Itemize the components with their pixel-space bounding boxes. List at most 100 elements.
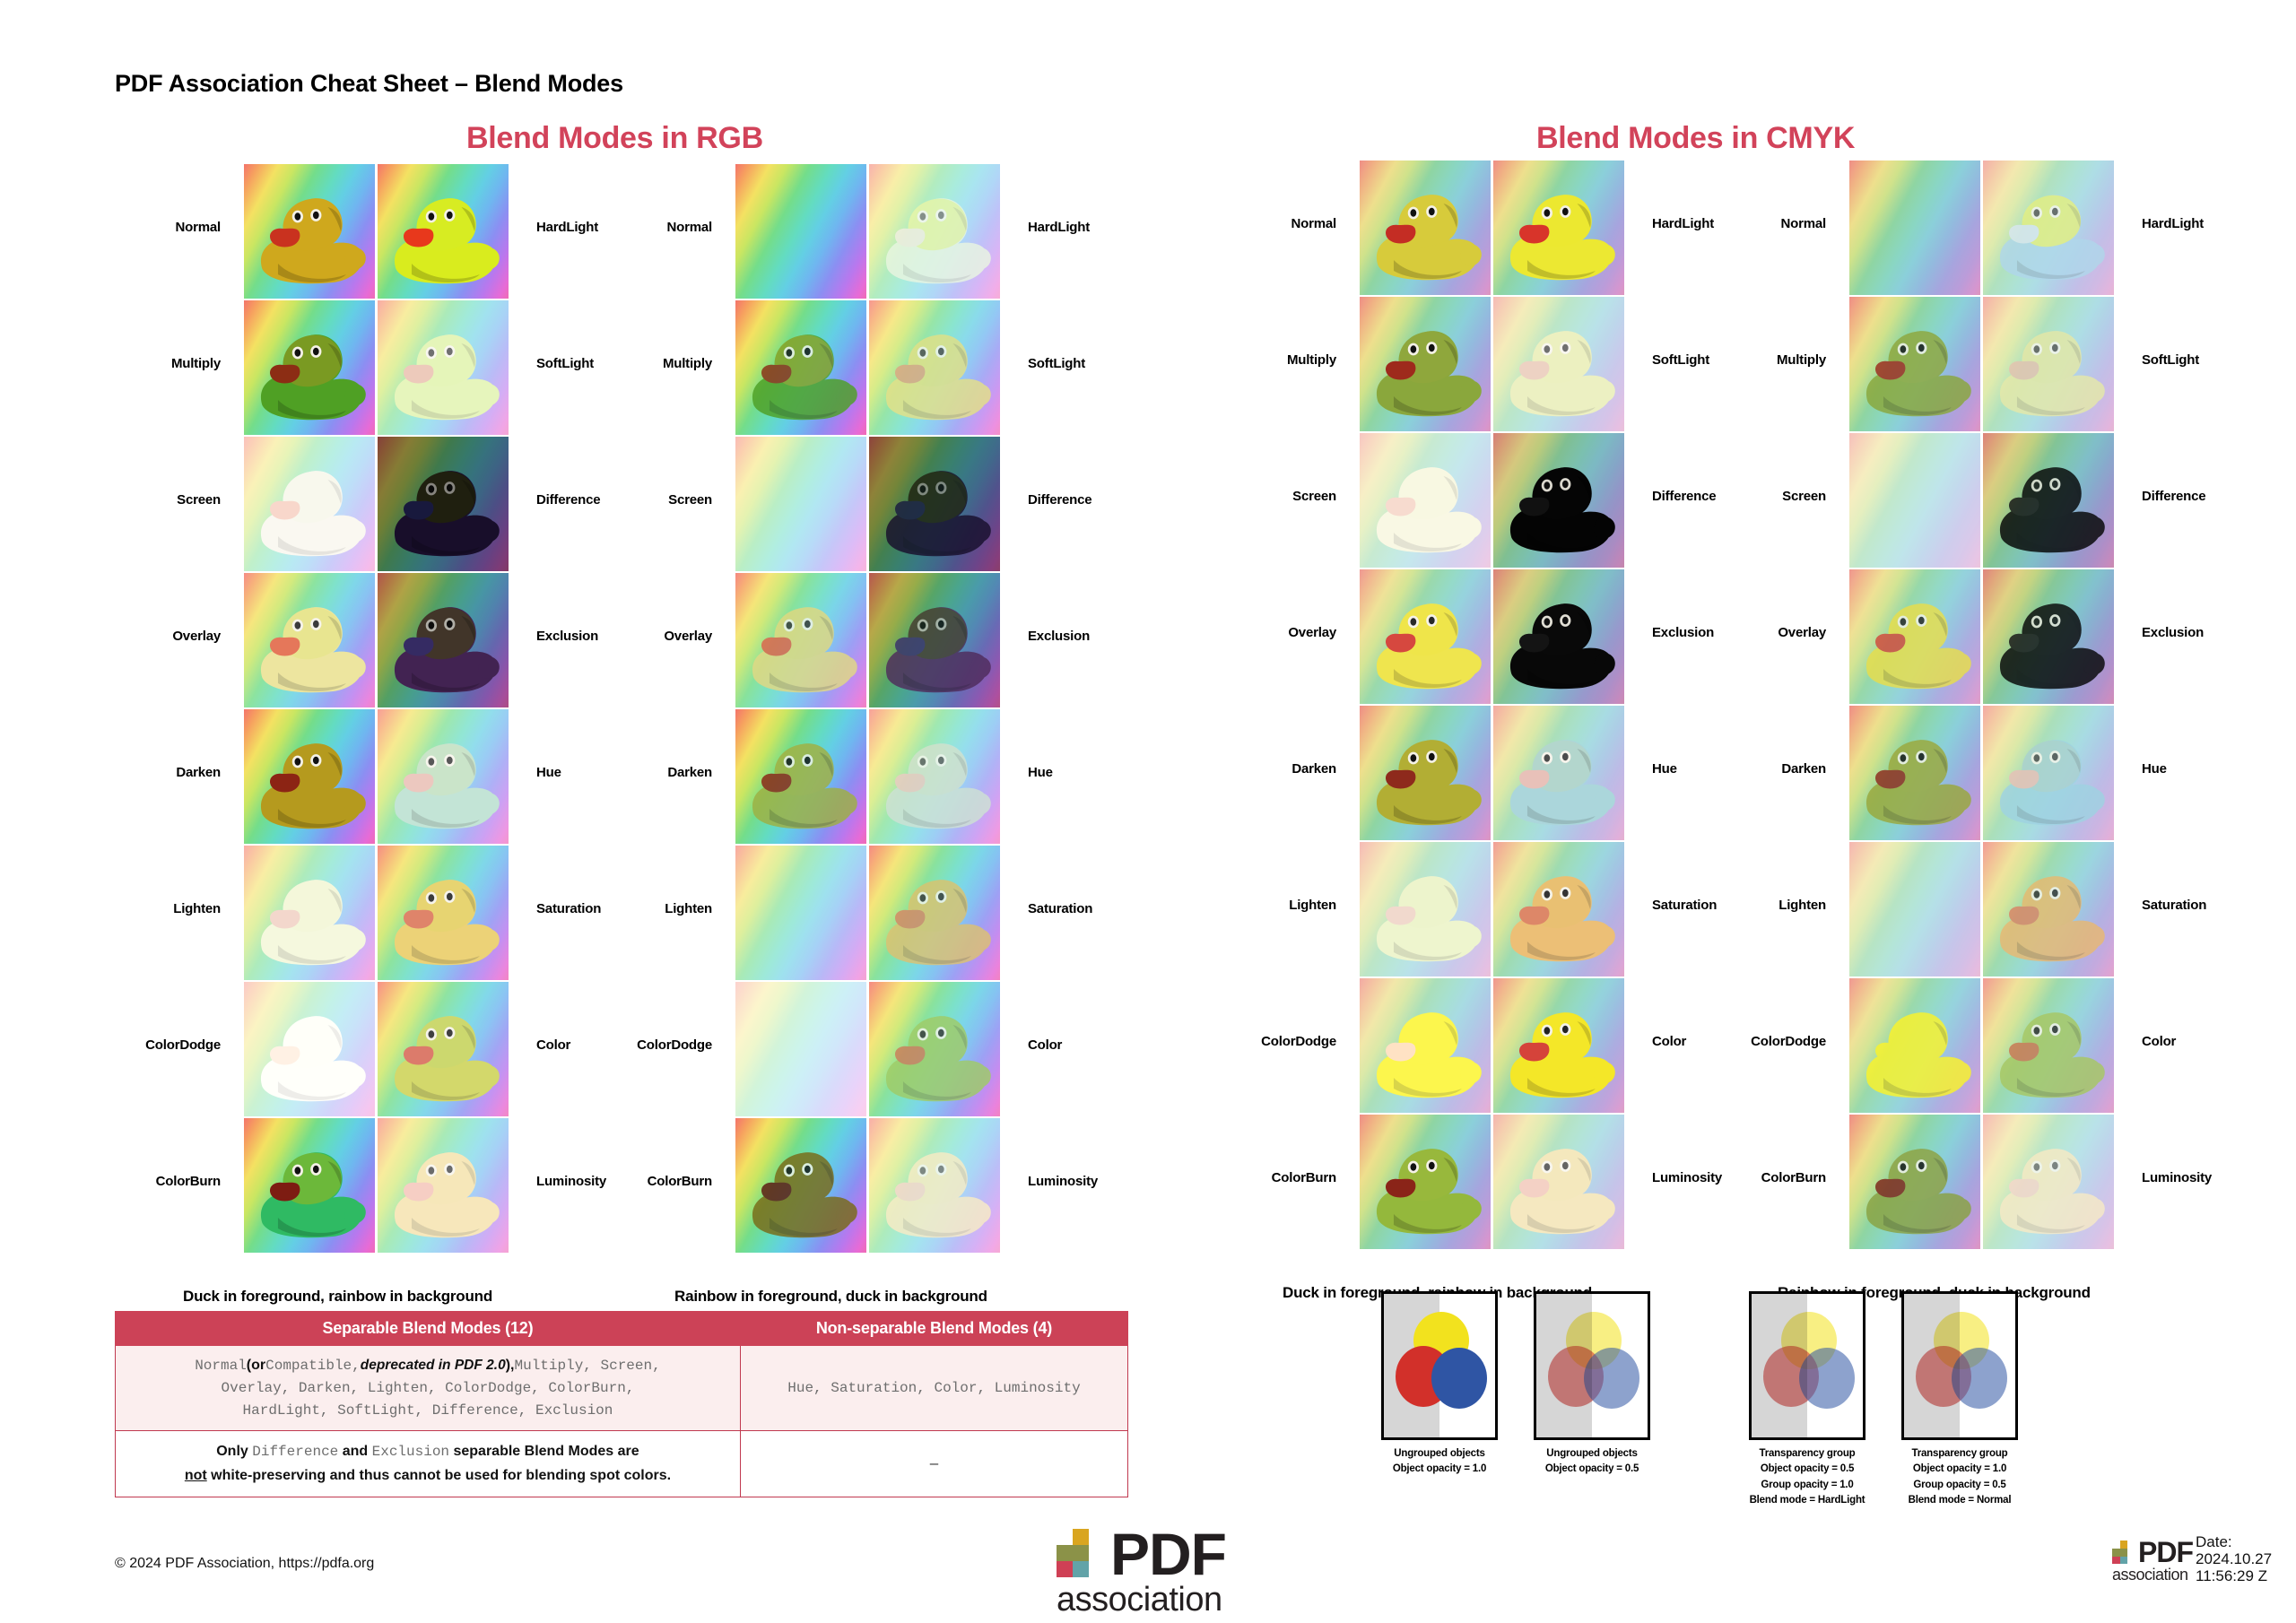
blend-label-normal: Normal (1291, 216, 1337, 231)
duck-illustration (378, 300, 509, 435)
header-separable: Separable Blend Modes (12) (115, 1311, 741, 1346)
blend-overlay-veil (378, 437, 509, 571)
modes-line3: HardLight, SoftLight, Difference, Exclus… (242, 1402, 613, 1419)
blend-label-lighten: Lighten (173, 901, 221, 916)
blend-thumbnail-lighten (735, 846, 866, 980)
blend-label-hue: Hue (1652, 761, 1677, 777)
blend-thumbnail-exclusion (1983, 569, 2114, 704)
duck-illustration (1360, 161, 1491, 295)
blend-label-colorburn: ColorBurn (647, 1174, 713, 1189)
blend-overlay-veil (1493, 706, 1624, 840)
blend-overlay-veil (1849, 842, 1980, 976)
blend-row: Lighten Saturation (173, 845, 601, 981)
blend-row: Normal HardLight (1292, 160, 1714, 296)
blend-label-softlight: SoftLight (1028, 356, 1086, 371)
thumbnail-grid: Normal HardLight (145, 163, 606, 1254)
note-only: Only (216, 1444, 253, 1460)
duck-illustration (1493, 161, 1624, 295)
blend-thumbnail-colorburn (1360, 1115, 1491, 1249)
blend-label-hue: Hue (2142, 761, 2167, 777)
mode-compatible: Compatible, (265, 1358, 361, 1374)
venn-caption-line: Blend mode = Normal (1908, 1494, 2012, 1506)
blend-grid-cmyk-fg-duck: Normal HardLight (1261, 160, 1722, 1250)
blend-thumbnail-softlight (1983, 297, 2114, 431)
blend-overlay-veil (869, 1118, 1000, 1253)
blend-thumbnail-softlight (869, 300, 1000, 435)
blend-row: ColorDodge Color (637, 981, 1062, 1117)
blend-overlay-veil (1493, 1115, 1624, 1249)
duck-illustration (244, 1118, 375, 1253)
duck-illustration (378, 164, 509, 299)
blend-label-hardlight: HardLight (2142, 216, 2205, 231)
transparency-example-2: Ungrouped objects Object opacity = 0.5 (1534, 1291, 1650, 1478)
blend-row: Multiply SoftLig (1287, 296, 1709, 432)
blend-overlay-veil (1360, 569, 1491, 704)
blend-overlay-veil (378, 1118, 509, 1253)
blend-label-overlay: Overlay (172, 629, 221, 644)
blend-overlay-veil (1360, 433, 1491, 568)
time-value: 11:56:29 Z (2196, 1567, 2268, 1585)
blend-row: Screen Difference (1782, 432, 2206, 568)
duck-illustration (378, 982, 509, 1116)
blend-thumbnail-hue (869, 709, 1000, 844)
blue-circle (1431, 1348, 1487, 1409)
nonseparable-modes-list: Hue, Saturation, Color, Luminosity (787, 1380, 1081, 1397)
blend-label-darken: Darken (667, 765, 712, 780)
duck-illustration (1849, 1115, 1980, 1249)
blend-overlay-veil (1983, 161, 2114, 295)
blend-row: ColorBurn Lumino (1761, 1114, 2212, 1250)
venn-box (1534, 1291, 1650, 1440)
blend-thumbnail-saturation (1983, 842, 2114, 976)
blend-thumbnail-overlay (1360, 569, 1491, 704)
blend-overlay-veil (1983, 978, 2114, 1113)
blend-overlay-veil (1493, 569, 1624, 704)
blend-label-exclusion: Exclusion (1028, 629, 1091, 644)
venn-caption-line: Blend mode = HardLight (1749, 1494, 1866, 1506)
blend-label-multiply: Multiply (170, 356, 221, 371)
blend-row: Darken Hue (176, 708, 561, 845)
blend-overlay-veil (378, 846, 509, 980)
duck-illustration (1493, 978, 1624, 1113)
blend-row: ColorBurn Lumino (648, 1117, 1098, 1254)
duck-illustration (869, 1118, 1000, 1253)
blend-thumbnail-saturation (1493, 842, 1624, 976)
note-tail1: separable Blend Modes are (449, 1444, 639, 1460)
rainbow-gradient (1849, 433, 1980, 568)
transparency-example-4: Transparency group Object opacity = 1.0 Gr… (1901, 1291, 2018, 1508)
blend-label-saturation: Saturation (536, 901, 602, 916)
copyright-notice: © 2024 PDF Association, https://pdfa.org (115, 1556, 375, 1571)
duck-illustration (1493, 1115, 1624, 1249)
blue-circle (1952, 1348, 2007, 1409)
cell-separable-modes: Normal(orCompatible,deprecated in PDF 2.… (115, 1344, 741, 1432)
blend-label-normal: Normal (1780, 216, 1827, 231)
blend-label-luminosity: Luminosity (536, 1174, 607, 1189)
blend-overlay-veil (1983, 706, 2114, 840)
blend-overlay-veil (869, 709, 1000, 844)
grid-caption: Rainbow in foreground, duck in backgroun… (674, 1288, 987, 1305)
logo-squares-icon (1057, 1529, 1105, 1578)
blend-label-luminosity: Luminosity (2142, 1170, 2213, 1185)
venn-caption-line: Ungrouped objects (1394, 1448, 1485, 1459)
blend-thumbnail-overlay (244, 573, 375, 707)
blend-label-colorburn: ColorBurn (1761, 1170, 1827, 1185)
duck-illustration (1849, 297, 1980, 431)
blend-label-screen: Screen (1292, 489, 1336, 504)
note-not: not (184, 1467, 207, 1483)
rainbow-gradient (735, 846, 866, 980)
duck-illustration (1983, 161, 2114, 295)
blend-row: Lighten Saturation (1779, 841, 2206, 977)
duck-illustration (378, 846, 509, 980)
venn-caption-line: Ungrouped objects (1546, 1448, 1638, 1459)
blend-label-exclusion: Exclusion (1652, 625, 1715, 640)
duck-illustration (1983, 569, 2114, 704)
blend-row: ColorBurn Lumino (1272, 1114, 1722, 1250)
venn-box (1901, 1291, 2018, 1440)
blend-overlay-veil (1360, 842, 1491, 976)
duck-illustration (1983, 706, 2114, 840)
blend-overlay-veil (378, 709, 509, 844)
section-heading-cmyk: Blend Modes in CMYK (1536, 121, 1856, 155)
transparency-example-1: Ungrouped objects Object opacity = 1.0 (1381, 1291, 1498, 1478)
duck-illustration (1983, 297, 2114, 431)
blend-label-luminosity: Luminosity (1652, 1170, 1723, 1185)
duck-illustration (869, 846, 1000, 980)
